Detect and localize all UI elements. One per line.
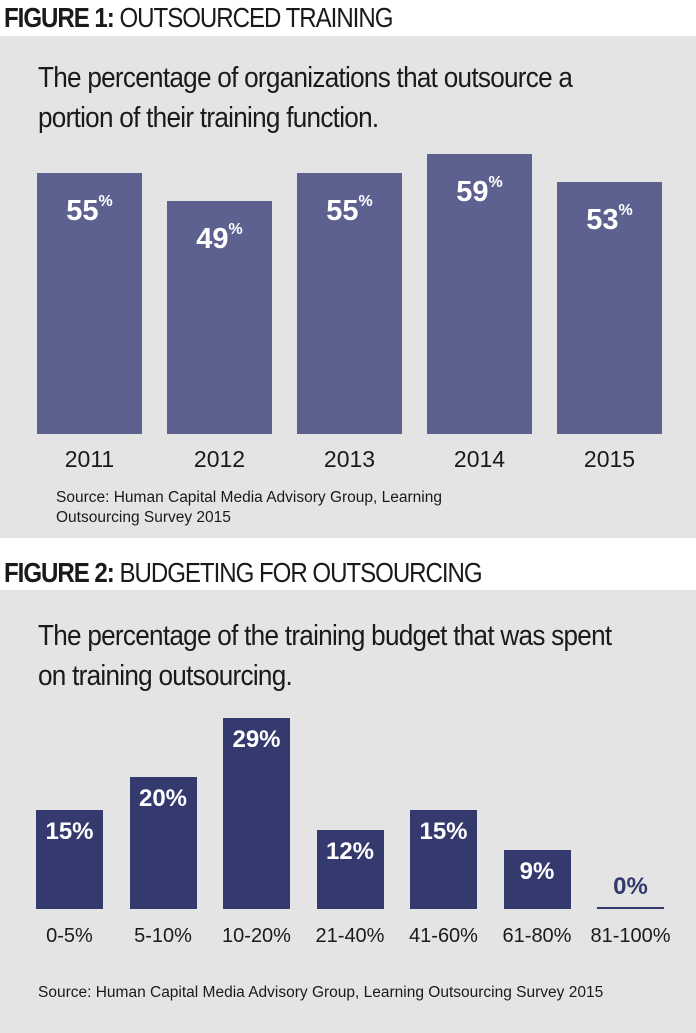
figure-2-source: Source: Human Capital Media Advisory Gro… (38, 984, 604, 1001)
figure-2-panel: The percentage of the training budget th… (0, 590, 696, 1033)
category-label: 2012 (193, 446, 246, 472)
bar-value-suffix: % (626, 873, 648, 900)
bar-2011 (37, 172, 142, 434)
bar-value-suffix: % (488, 174, 503, 191)
bar-value-label: 53% (557, 202, 662, 237)
bar-value-suffix: % (98, 192, 113, 210)
bar-value-suffix: % (358, 192, 373, 210)
category-label: 61-80% (502, 925, 572, 947)
bar-10-20% (223, 718, 290, 909)
bar-value: 59 (456, 176, 489, 208)
bar-41-60% (410, 810, 477, 909)
category-label: 10-20% (222, 925, 291, 947)
bar-value-suffix: % (352, 837, 375, 865)
bar-2015 (557, 182, 662, 434)
bar-value: 0 (613, 873, 627, 900)
figure-1-chart: 55% 2011 49% 2012 55% 2013 59% 2014 53% 2015 (0, 36, 696, 538)
figure-2-subtitle: The percentage of the training budget th… (38, 620, 612, 692)
bar-value-suffix: % (533, 857, 555, 885)
bar-value-label: 20% (130, 785, 197, 813)
bar-value-label: 0% (597, 873, 664, 901)
bar-61-80% (503, 849, 571, 909)
bar-value: 15 (419, 818, 447, 846)
bar-value-suffix: % (72, 818, 94, 846)
figure-1-heading: FIGURE 1: OUTSOURCED TRAINING (4, 0, 393, 36)
category-label: 41-60% (409, 925, 478, 947)
figure-1-subtitle: The percentage of organizations that out… (38, 62, 573, 134)
bar-value: 20 (138, 785, 166, 813)
bar-value: 12 (325, 837, 353, 865)
figure-2-heading: FIGURE 2: BUDGETING FOR OUTSOURCING (4, 555, 483, 591)
category-label: 81-100% (590, 925, 671, 947)
category-label: 2015 (583, 446, 636, 472)
category-label: 2013 (323, 446, 376, 472)
bar-value: 55 (326, 194, 359, 227)
bar-value-suffix: % (446, 818, 468, 846)
bar-value-label: 12% (317, 838, 384, 866)
category-label: 5-10% (134, 925, 192, 947)
bar-value: 49 (196, 223, 229, 256)
category-label: 2011 (64, 446, 115, 472)
bar-value: 29 (232, 726, 260, 753)
bar-value-suffix: % (228, 221, 243, 239)
figure-1-number: FIGURE 1: (4, 2, 115, 33)
bar-value-suffix: % (259, 726, 281, 753)
category-label: 21-40% (315, 925, 385, 947)
bar-2013 (297, 172, 402, 434)
figure-2-title: BUDGETING FOR OUTSOURCING (119, 557, 482, 588)
bar-81-100% (597, 907, 664, 909)
bar-value-suffix: % (618, 202, 633, 220)
bar-value-label: 59% (427, 174, 532, 209)
figure-1-source: Source: Human Capital Media Advisory Gro… (56, 489, 442, 526)
bar-2014 (427, 154, 532, 434)
figure-2-number: FIGURE 2: (4, 557, 115, 588)
figure-1-title: OUTSOURCED TRAINING (119, 2, 393, 33)
bar-value-label: 29% (223, 726, 290, 754)
bar-value: 55 (66, 194, 99, 227)
category-label: 0-5% (46, 925, 93, 947)
bar-value: 9 (519, 857, 533, 885)
category-label: 2014 (453, 446, 506, 472)
bar-5-10% (129, 777, 197, 909)
bar-0-5% (36, 810, 103, 909)
bar-value: 15 (45, 818, 73, 846)
bar-value-label: 55% (297, 192, 402, 228)
bar-value-label: 15% (36, 818, 103, 846)
bar-value-label: 15% (410, 818, 477, 846)
bar-value: 53 (586, 204, 619, 237)
bar-value-suffix: % (165, 785, 188, 813)
bar-2012 (167, 201, 272, 434)
bar-value-label: 55% (37, 192, 142, 228)
bar-21-40% (316, 829, 384, 909)
bar-value-label: 49% (167, 221, 272, 256)
bar-value-label: 9% (504, 858, 571, 886)
figure-1-panel: The percentage of organizations that out… (0, 36, 696, 538)
figure-2-chart: 15% 0-5% 20% 5-10% 29% 10-20% 12% 21-40% 15% 41-6… (0, 590, 696, 1033)
